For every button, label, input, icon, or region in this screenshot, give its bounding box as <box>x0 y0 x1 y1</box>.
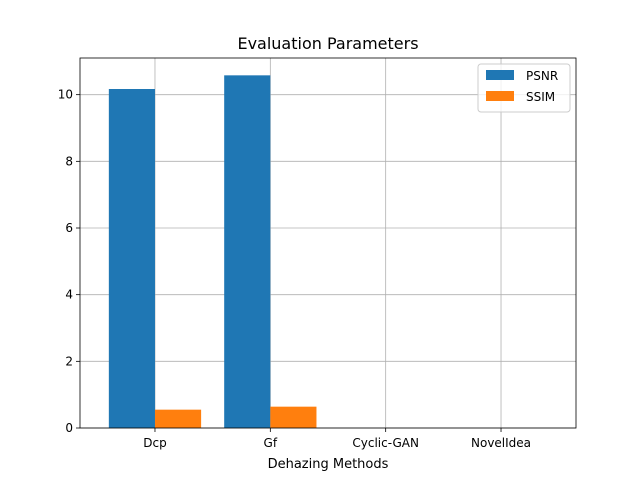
bar-ssim-dcp <box>155 410 201 428</box>
legend-swatch-ssim <box>486 91 514 101</box>
bar-psnr-dcp <box>109 89 155 428</box>
legend-swatch-psnr <box>486 70 514 80</box>
y-tick-label: 2 <box>65 354 73 368</box>
legend: PSNR SSIM <box>478 64 570 112</box>
y-tick-label: 4 <box>65 288 73 302</box>
legend-label-psnr: PSNR <box>526 69 558 83</box>
chart-title: Evaluation Parameters <box>237 34 418 53</box>
bar-ssim-gf <box>270 407 316 428</box>
y-tick-label: 10 <box>58 88 73 102</box>
y-tick-label: 8 <box>65 154 73 168</box>
bar-psnr-gf <box>224 75 270 428</box>
y-tick-label: 6 <box>65 221 73 235</box>
legend-label-ssim: SSIM <box>526 90 555 104</box>
x-tick-label-dcp: Dcp <box>143 436 166 450</box>
x-axis-label: Dehazing Methods <box>268 457 389 472</box>
y-tick-label: 0 <box>65 421 73 435</box>
x-tick-label-gf: Gf <box>264 436 278 450</box>
x-tick-label-novelidea: NovelIdea <box>471 436 531 450</box>
x-tick-label-cyclic-gan: Cyclic-GAN <box>352 436 419 450</box>
